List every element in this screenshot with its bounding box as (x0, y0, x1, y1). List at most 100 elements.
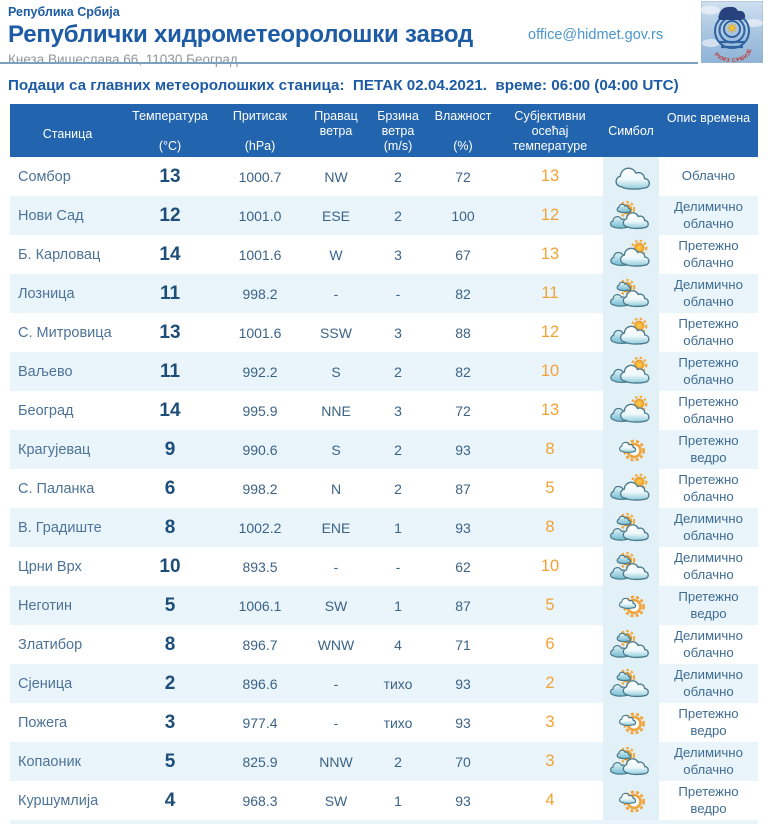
station-cell: Копаоник (10, 742, 125, 781)
symbol-cell (603, 625, 659, 664)
wind-direction-value: SW (324, 792, 348, 809)
wind-direction-value: S (331, 441, 341, 458)
temperature-value: 13 (159, 165, 181, 187)
wind-speed-value: тихо (383, 714, 413, 731)
wind-direction-value: NNE (321, 402, 351, 419)
weather-icon-partly-cloudy (608, 668, 654, 699)
column-header-humidity: Влажност (%) (429, 104, 497, 158)
column-label: Влажност (434, 109, 492, 123)
feels-like-value: 5 (545, 479, 555, 497)
weather-icon-mostly-clear (608, 590, 654, 621)
weather-description: Претежно ведро (678, 433, 739, 465)
weather-description: Делимично облачно (674, 199, 743, 231)
feels-like-value: 8 (545, 440, 555, 458)
station-name: С. Митровица (18, 324, 112, 341)
table-row: Пожега 3 977.4 - тихо 93 3 Претежно ведр… (10, 703, 758, 742)
weather-icon-partly-cloudy (608, 551, 654, 582)
feels-like-value: 10 (540, 362, 560, 380)
symbol-cell (603, 703, 659, 742)
weather-description: Делимично облачно (674, 667, 743, 699)
station-cell: Сомбор (10, 157, 125, 196)
wind-speed-value: тихо (383, 675, 413, 692)
pressure-value: 893.5 (242, 558, 278, 575)
temperature-value: 11 (159, 360, 181, 382)
pressure-value: 977.4 (242, 714, 278, 731)
column-header-station: Станица (10, 104, 125, 158)
humidity-value: 67 (455, 246, 471, 263)
pressure-value: 990.6 (242, 441, 278, 458)
wind-direction-value: N (330, 480, 342, 497)
temperature-value: 5 (164, 594, 176, 616)
column-header-symbol: Симбол (603, 104, 659, 158)
humidity-value: 72 (455, 168, 471, 185)
station-cell: Неготин (10, 586, 125, 625)
symbol-cell (603, 313, 659, 352)
column-label: Притисак (232, 109, 288, 123)
column-label: Брзина ветра (377, 109, 419, 138)
email-link[interactable]: office@hidmet.gov.rs (528, 27, 664, 43)
feels-like-value: 5 (545, 596, 555, 614)
temperature-value: 8 (164, 516, 176, 538)
station-name: Сјеница (18, 675, 73, 692)
pressure-value: 1002.2 (238, 519, 282, 536)
column-label: Станица (42, 127, 93, 142)
wind-direction-value: - (333, 285, 339, 302)
symbol-cell (603, 352, 659, 391)
weather-description: Делимично облачно (674, 277, 743, 309)
wind-direction-value: WNW (317, 636, 355, 653)
feels-like-value: 12 (540, 323, 560, 341)
feels-like-value: 3 (545, 713, 555, 731)
rhmz-logo: РХМЗ СРБИЈЕ (701, 1, 763, 63)
column-label: Субјективни осећај температуре (512, 109, 588, 153)
symbol-cell (603, 274, 659, 313)
weather-icon-partly-cloudy (608, 200, 654, 231)
feels-like-value: 13 (540, 167, 560, 185)
column-label: Симбол (608, 123, 654, 138)
wind-direction-value: W (329, 246, 343, 263)
table-row: Б. Карловац 14 1001.6 W 3 67 13 Претежно… (10, 235, 758, 274)
temperature-value: 11 (159, 282, 181, 304)
humidity-value: 72 (455, 402, 471, 419)
weather-icon-mostly-cloudy (608, 473, 654, 504)
station-cell: Сјеница (10, 664, 125, 703)
weather-description: Облачно (681, 168, 736, 184)
feels-like-value: 10 (540, 557, 560, 575)
organization-title: Републички хидрометеоролошки завод (8, 21, 474, 48)
wind-speed-value: 1 (394, 792, 402, 809)
table-row: Нови Сад 12 1001.0 ESE 2 100 12 Делимичн… (10, 196, 758, 235)
wind-speed-value: 3 (394, 402, 402, 419)
wind-direction-value: S (331, 363, 341, 380)
weather-icon-mostly-cloudy (608, 356, 654, 387)
weather-icon-partly-cloudy (608, 278, 654, 309)
humidity-value: 70 (455, 753, 471, 770)
column-label: Температура (132, 109, 208, 123)
weather-icon-partly-cloudy (608, 629, 654, 660)
station-cell: Ваљево (10, 352, 125, 391)
weather-icon-partly-cloudy (608, 512, 654, 543)
humidity-value: 93 (455, 519, 471, 536)
wind-speed-value: 3 (394, 324, 402, 341)
temperature-value: 4 (164, 789, 176, 811)
wind-direction-value: ENE (321, 519, 351, 536)
weather-description: Претежно ведро (678, 784, 739, 816)
symbol-cell (603, 508, 659, 547)
weather-description: Претежно облачно (678, 316, 739, 348)
weather-description: Претежно облачно (678, 238, 739, 270)
station-cell: С. Митровица (10, 313, 125, 352)
pressure-value: 1001.0 (238, 207, 282, 224)
table-row: Крагујевац 9 990.6 S 2 93 8 Претежно вед… (10, 430, 758, 469)
table-header-row: Станица Температура (°C) Притисак (hPa) Права… (10, 104, 758, 157)
weather-icon-mostly-cloudy (608, 239, 654, 270)
temperature-value: 5 (164, 750, 176, 772)
pressure-value: 1006.1 (238, 597, 282, 614)
logo-sun-star (726, 22, 738, 34)
table-row: Ваљево 11 992.2 S 2 82 10 Претежно облач… (10, 352, 758, 391)
temperature-value: 9 (164, 438, 176, 460)
temperature-value: 10 (159, 555, 181, 577)
wind-direction-value: - (333, 675, 339, 692)
weather-description: Претежно ведро (678, 706, 739, 738)
symbol-cell (603, 157, 659, 196)
station-cell: Београд (10, 391, 125, 430)
pressure-value: 1000.7 (238, 168, 282, 185)
humidity-value: 62 (455, 558, 471, 575)
